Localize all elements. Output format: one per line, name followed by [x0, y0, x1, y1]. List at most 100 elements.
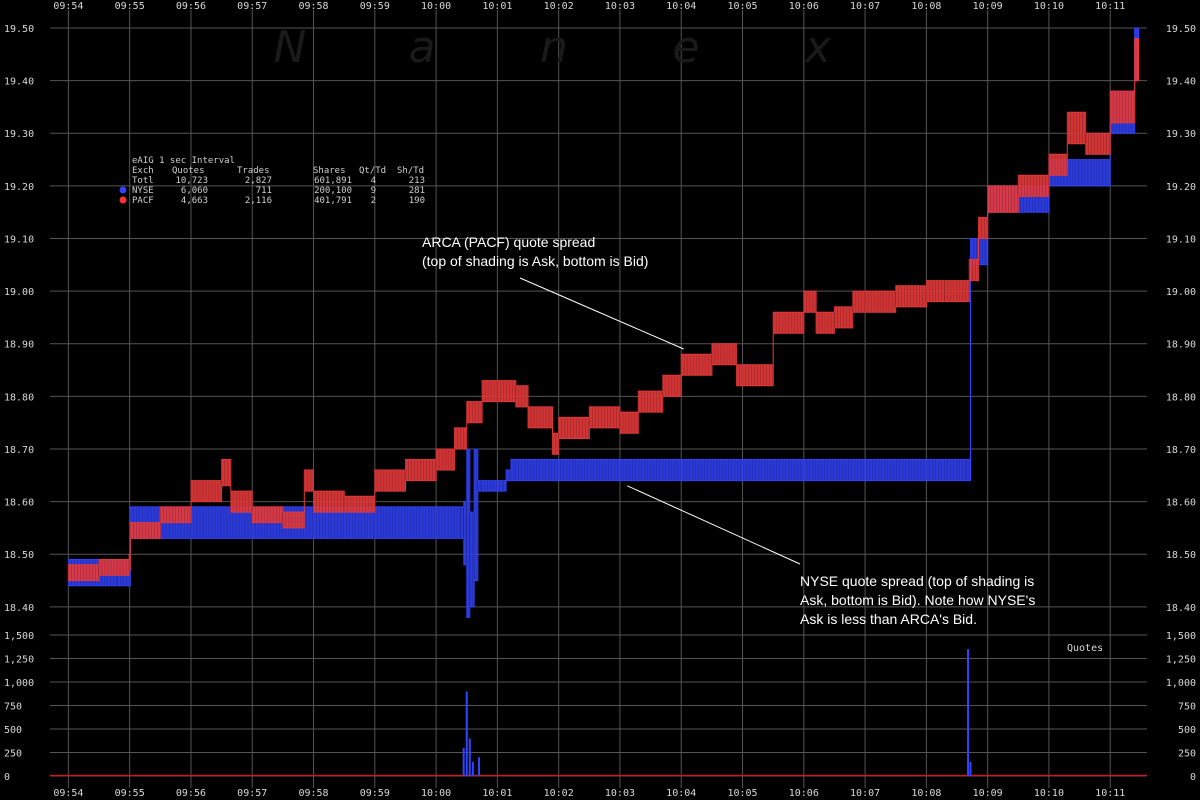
- annotation-layer: ARCA (PACF) quote spread (top of shading …: [422, 234, 1035, 627]
- volume-tick-label-left: 0: [4, 772, 10, 783]
- price-tick-label-left: 19.00: [4, 287, 34, 298]
- watermark-letter: a: [409, 22, 436, 73]
- price-tick-label-left: 19.20: [4, 182, 34, 193]
- volume-tick-label-left: 250: [4, 749, 22, 760]
- volume-tick-label-left: 1,000: [4, 678, 34, 689]
- watermark-letter: x: [803, 22, 832, 73]
- price-tick-label-right: 19.00: [1166, 287, 1196, 298]
- price-tick-label-right: 18.50: [1166, 550, 1196, 561]
- price-tick-label-right: 18.40: [1166, 603, 1196, 614]
- price-tick-label-left: 18.70: [4, 445, 34, 456]
- price-tick-label-left: 19.30: [4, 129, 34, 140]
- x-tick-label-top: 10:10: [1034, 1, 1064, 12]
- volume-layer: [50, 649, 1147, 777]
- stats-cell: 10,723: [175, 176, 208, 186]
- x-tick-label-top: 09:59: [360, 1, 390, 12]
- volume-tick-label-right: 750: [1178, 702, 1196, 713]
- quote-band-pacf: [67, 38, 1140, 581]
- x-tick-label-bottom: 09:59: [360, 788, 390, 799]
- x-tick-label-bottom: 10:00: [421, 788, 451, 799]
- x-tick-label-bottom: 10:07: [850, 788, 880, 799]
- price-tick-label-left: 19.40: [4, 77, 34, 88]
- x-tick-label-top: 10:06: [789, 1, 819, 12]
- x-tick-label-top: 10:01: [482, 1, 512, 12]
- x-tick-label-top: 10:08: [911, 1, 941, 12]
- x-tick-label-top: 10:11: [1095, 1, 1125, 12]
- watermark-letter: N: [274, 22, 307, 73]
- price-tick-label-right: 18.70: [1166, 445, 1196, 456]
- x-tick-label-bottom: 10:09: [973, 788, 1003, 799]
- stats-cell: 711: [256, 186, 272, 196]
- x-tick-label-bottom: 10:02: [544, 788, 574, 799]
- price-tick-label-left: 19.10: [4, 234, 34, 245]
- stats-cell: 2,116: [245, 196, 272, 206]
- stats-header: Quotes: [172, 166, 205, 176]
- grid-layer: [50, 10, 1147, 788]
- price-tick-label-right: 19.40: [1166, 77, 1196, 88]
- watermark-letter: n: [540, 22, 568, 73]
- stats-cell: 2: [371, 196, 376, 206]
- stats-header: Exch: [132, 166, 154, 176]
- stats-cell: 2,827: [245, 176, 272, 186]
- stats-header: Trades: [237, 166, 270, 176]
- annotation-line: Ask is less than ARCA's Bid.: [800, 611, 977, 627]
- annotation: NYSE quote spread (top of shading is Ask,…: [627, 485, 1035, 627]
- x-tick-label-top: 10:04: [666, 1, 696, 12]
- price-tick-label-left: 18.60: [4, 498, 34, 509]
- price-tick-label-left: 18.80: [4, 392, 34, 403]
- annotation-line: Ask, bottom is Bid). Note how NYSE's: [800, 592, 1035, 608]
- legend-dot-pacf: [119, 196, 127, 204]
- volume-tick-label-right: 1,000: [1166, 678, 1196, 689]
- stats-cell: 6,060: [181, 186, 208, 196]
- volume-tick-label-left: 500: [4, 725, 22, 736]
- watermark-letter: e: [672, 22, 699, 73]
- x-tick-label-bottom: 10:11: [1095, 788, 1125, 799]
- x-tick-label-top: 10:09: [973, 1, 1003, 12]
- x-tick-label-bottom: 10:08: [911, 788, 941, 799]
- annotation: ARCA (PACF) quote spread (top of shading …: [422, 234, 684, 350]
- x-tick-label-bottom: 09:58: [298, 788, 328, 799]
- x-tick-label-top: 09:54: [53, 1, 83, 12]
- x-tick-label-bottom: 09:55: [115, 788, 145, 799]
- price-tick-label-left: 18.50: [4, 550, 34, 561]
- stats-title: eAIG 1 sec Interval: [132, 156, 235, 166]
- price-tick-label-right: 19.10: [1166, 234, 1196, 245]
- volume-tick-label-left: 750: [4, 702, 22, 713]
- stats-header: Sh/Td: [397, 166, 424, 176]
- series-layer: [67, 27, 1140, 618]
- stats-cell: 4,663: [181, 196, 208, 206]
- stats-header: Shares: [313, 166, 346, 176]
- stats-cell: NYSE: [132, 186, 154, 196]
- volume-label: Quotes: [1067, 643, 1103, 654]
- volume-tick-label-left: 1,250: [4, 655, 34, 666]
- x-tick-label-top: 10:05: [727, 1, 757, 12]
- x-tick-label-bottom: 10:06: [789, 788, 819, 799]
- annotation-line: ARCA (PACF) quote spread: [422, 234, 595, 250]
- stats-cell: 401,791: [314, 196, 352, 206]
- x-tick-label-bottom: 10:10: [1034, 788, 1064, 799]
- price-tick-label-right: 18.60: [1166, 498, 1196, 509]
- price-tick-label-right: 19.20: [1166, 182, 1196, 193]
- axis-layer: 09:54 09:54 09:55 09:55 09:56 09:56 09:57 09:57…: [4, 1, 1196, 799]
- x-tick-label-top: 10:07: [850, 1, 880, 12]
- stats-cell: 200,100: [314, 186, 352, 196]
- x-tick-label-bottom: 09:56: [176, 788, 206, 799]
- series-pacf: [67, 38, 1140, 581]
- x-tick-label-top: 10:03: [605, 1, 635, 12]
- stats-cell: 213: [409, 176, 425, 186]
- annotation-line: NYSE quote spread (top of shading is: [800, 573, 1034, 589]
- volume-tick-label-right: 1,500: [1166, 631, 1196, 642]
- x-tick-label-bottom: 10:04: [666, 788, 696, 799]
- price-tick-label-right: 19.50: [1166, 24, 1196, 35]
- x-tick-label-top: 09:57: [237, 1, 267, 12]
- x-tick-label-bottom: 10:01: [482, 788, 512, 799]
- price-tick-label-right: 18.80: [1166, 392, 1196, 403]
- volume-tick-label-right: 1,250: [1166, 655, 1196, 666]
- price-tick-label-left: 18.40: [4, 603, 34, 614]
- stats-cell: PACF: [132, 196, 154, 206]
- quote-band-nyse: [67, 27, 1140, 618]
- volume-tick-label-right: 500: [1178, 725, 1196, 736]
- stats-cell: 601,891: [314, 176, 352, 186]
